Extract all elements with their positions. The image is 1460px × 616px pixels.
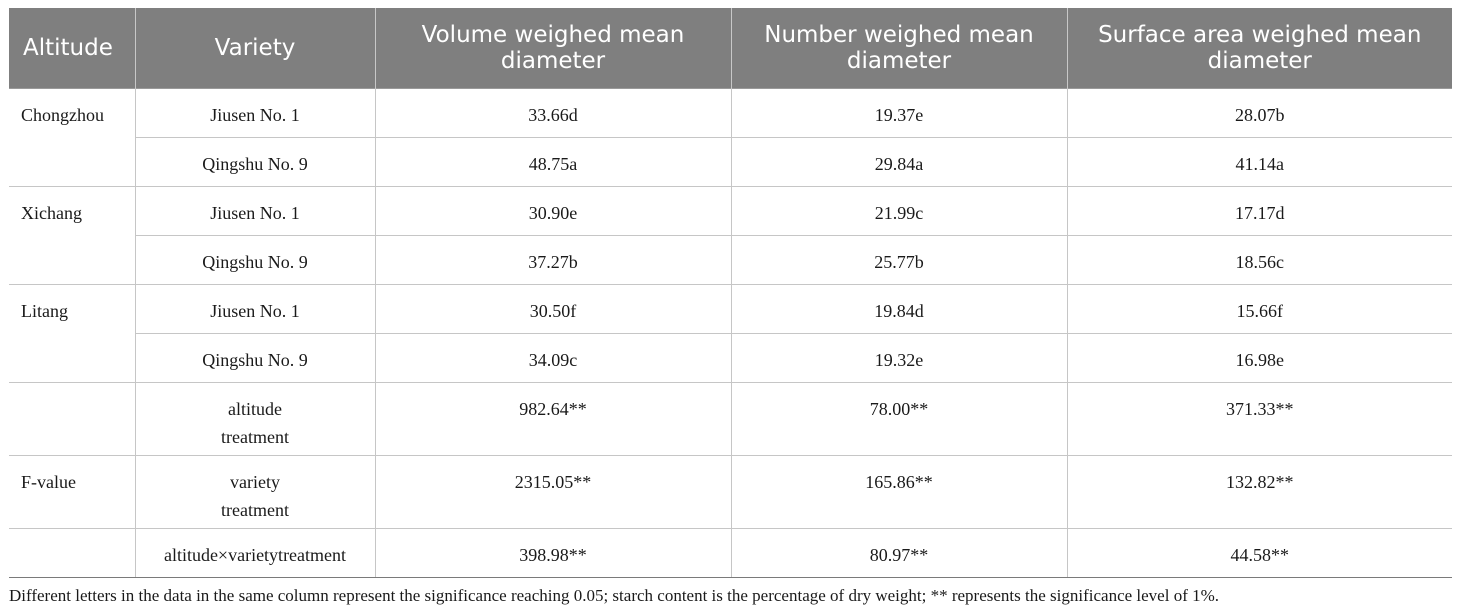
table-row: Qingshu No. 9 34.09c 19.32e 16.98e [9, 333, 1452, 383]
table-row: altitude treatment 982.64** 78.00** 371.… [9, 382, 1452, 456]
number-cell: 165.86** [731, 455, 1068, 529]
table-row: Chongzhou Jiusen No. 1 33.66d 19.37e 28.… [9, 88, 1452, 138]
number-cell: 80.97** [731, 528, 1068, 578]
volume-cell: 30.50f [375, 284, 732, 334]
number-cell: 19.84d [731, 284, 1068, 334]
variety-cell: Jiusen No. 1 [135, 284, 376, 334]
surface-cell: 44.58** [1067, 528, 1452, 578]
volume-cell: 398.98** [375, 528, 732, 578]
table-row: F-value variety treatment 2315.05** 165.… [9, 455, 1452, 529]
header-number-diameter: Number weighed mean diameter [731, 8, 1068, 89]
variety-cell: variety treatment [135, 455, 376, 529]
volume-cell: 37.27b [375, 235, 732, 285]
variety-cell: Qingshu No. 9 [135, 333, 376, 383]
volume-cell: 33.66d [375, 88, 732, 138]
altitude-cell: F-value [9, 455, 136, 529]
number-cell: 29.84a [731, 137, 1068, 187]
header-variety: Variety [135, 8, 376, 89]
variety-cell: Qingshu No. 9 [135, 137, 376, 187]
volume-cell: 48.75a [375, 137, 732, 187]
header-surface-diameter: Surface area weighed mean diameter [1067, 8, 1452, 89]
header-row: Altitude Variety Volume weighed mean dia… [9, 8, 1452, 89]
number-cell: 78.00** [731, 382, 1068, 456]
surface-cell: 132.82** [1067, 455, 1452, 529]
table-row: altitude×varietytreatment 398.98** 80.97… [9, 528, 1452, 578]
altitude-cell: Xichang [9, 186, 136, 236]
altitude-cell [9, 235, 136, 285]
altitude-cell [9, 382, 136, 456]
table-row: Litang Jiusen No. 1 30.50f 19.84d 15.66f [9, 284, 1452, 334]
surface-cell: 18.56c [1067, 235, 1452, 285]
volume-cell: 2315.05** [375, 455, 732, 529]
surface-cell: 15.66f [1067, 284, 1452, 334]
header-altitude: Altitude [9, 8, 136, 89]
surface-cell: 41.14a [1067, 137, 1452, 187]
altitude-cell: Litang [9, 284, 136, 334]
surface-cell: 17.17d [1067, 186, 1452, 236]
volume-cell: 34.09c [375, 333, 732, 383]
table-row: Qingshu No. 9 37.27b 25.77b 18.56c [9, 235, 1452, 285]
volume-cell: 30.90e [375, 186, 732, 236]
surface-cell: 28.07b [1067, 88, 1452, 138]
surface-cell: 16.98e [1067, 333, 1452, 383]
altitude-cell [9, 137, 136, 187]
altitude-cell [9, 528, 136, 578]
number-cell: 21.99c [731, 186, 1068, 236]
number-cell: 25.77b [731, 235, 1068, 285]
starch-granule-diameter-table: Altitude Variety Volume weighed mean dia… [9, 8, 1452, 578]
table-footnote: Different letters in the data in the sam… [9, 586, 1220, 605]
altitude-cell: Chongzhou [9, 88, 136, 138]
variety-cell: Jiusen No. 1 [135, 186, 376, 236]
data-table-container: Altitude Variety Volume weighed mean dia… [9, 8, 1452, 578]
number-cell: 19.37e [731, 88, 1068, 138]
volume-cell: 982.64** [375, 382, 732, 456]
number-cell: 19.32e [731, 333, 1068, 383]
table-row: Qingshu No. 9 48.75a 29.84a 41.14a [9, 137, 1452, 187]
variety-cell: altitude treatment [135, 382, 376, 456]
variety-cell: Jiusen No. 1 [135, 88, 376, 138]
surface-cell: 371.33** [1067, 382, 1452, 456]
variety-cell: altitude×varietytreatment [135, 528, 376, 578]
header-volume-diameter: Volume weighed mean diameter [375, 8, 732, 89]
variety-cell: Qingshu No. 9 [135, 235, 376, 285]
table-row: Xichang Jiusen No. 1 30.90e 21.99c 17.17… [9, 186, 1452, 236]
altitude-cell [9, 333, 136, 383]
